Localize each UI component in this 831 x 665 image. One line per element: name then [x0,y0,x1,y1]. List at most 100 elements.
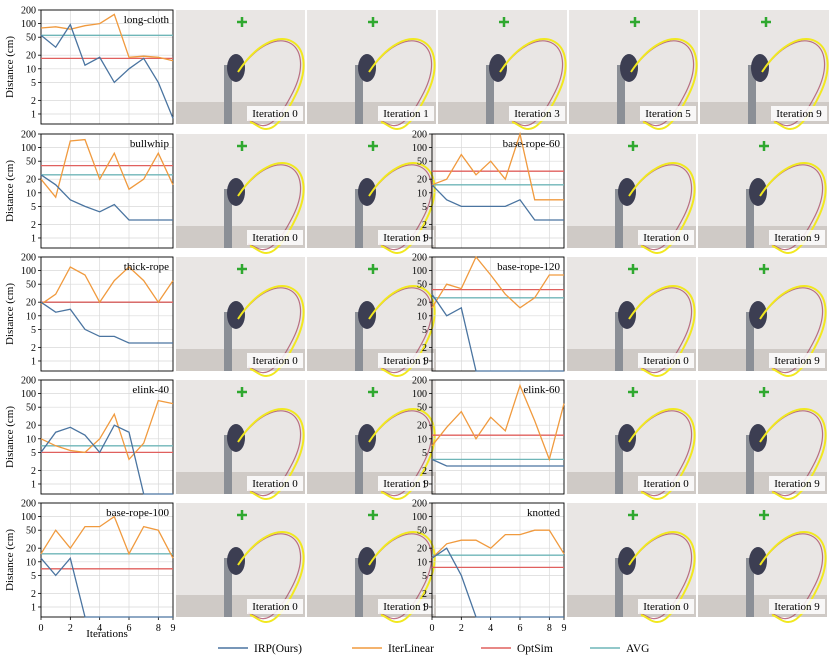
ytick-label: 50 [26,33,36,44]
chart-elink-60: 1 2 5 10 20 50 100 200 elink-60 [412,376,565,495]
series-line [40,266,174,305]
photo-panel: Iteration 0 [567,134,696,254]
y-axis-label: Distance (cm) [4,283,16,345]
rope-outline [368,285,436,377]
ytick-label: 50 [26,280,36,291]
photo-panel: Iteration 0 [176,257,305,377]
robot-wrist [489,54,507,82]
series-line [40,399,174,461]
iteration-label: Iteration 0 [252,601,298,613]
chart-title: base-rope-120 [497,261,560,273]
robot-wrist [618,301,636,329]
photo-panel: Iteration 9 [698,257,827,377]
rope-outline [237,531,305,623]
rope-outline [368,531,436,623]
ytick-label: 1 [422,602,427,613]
chart-knotted: 1 2 5 10 20 50 100 200 0 2 4 6 8 9 knotted [412,499,567,635]
ytick-label: 200 [21,499,36,510]
chart-title: base-rope-100 [106,507,169,519]
iteration-label-bg [247,599,303,614]
ytick-label: 5 [422,448,427,459]
robot-wrist [358,54,376,82]
chart-title: long-cloth [124,14,170,26]
ytick-label: 1 [31,602,36,613]
chart-title: bullwhip [130,138,170,150]
photo-panel: Iteration 3 [438,10,567,130]
xtick-label: 4 [97,623,102,634]
robot-stand [615,435,623,494]
ytick-label: 10 [26,64,36,75]
iteration-label-bg [247,106,303,121]
ytick-label: 1 [422,233,427,244]
robot-stand [615,558,623,617]
xtick-label: 9 [562,623,567,634]
ytick-label: 20 [417,421,427,432]
iteration-label: Iteration 9 [774,232,820,244]
legend-label: OptSim [517,643,553,655]
robot-wrist [751,54,769,82]
iteration-label: Iteration 9 [383,601,429,613]
iteration-label: Iteration 0 [643,478,689,490]
chart-title: knotted [527,507,560,519]
iteration-label-bg [769,599,825,614]
chart-base-rope-100: 1 2 5 10 20 50 100 200 0 2 4 6 8 9 base-rope-100 Distan… [4,499,176,635]
ytick-label: 20 [26,544,36,555]
iteration-label: Iteration 9 [383,355,429,367]
rope-trajectory [759,164,824,251]
robot-stand [746,435,754,494]
rope-outline [237,285,305,377]
iteration-label-bg [640,106,696,121]
rope-trajectory [237,410,302,497]
robot-stand [617,65,625,124]
chart-base-rope-60: 1 2 5 10 20 50 100 200 base-rope-60 [412,130,565,249]
rope-trajectory [630,40,695,127]
photo-panel: Iteration 9 [698,380,827,500]
iteration-label: Iteration 0 [252,232,298,244]
photo-panel: Iteration 0 [176,134,305,254]
chart-title: thick-rope [124,261,169,273]
ytick-label: 10 [26,557,36,568]
ytick-label: 200 [21,6,36,17]
rope-outline [499,38,567,130]
series-line [431,255,564,309]
photo-panel: Iteration 9 [307,134,436,254]
y-axis-label: Distance (cm) [4,406,16,468]
robot-wrist [358,301,376,329]
rope-outline [628,531,696,623]
robot-stand [746,312,754,371]
iteration-label: Iteration 3 [514,108,560,120]
robot-wrist [358,424,376,452]
series-line [40,174,173,221]
photo-panel: Iteration 1 [307,10,436,130]
iteration-label-bg [247,476,303,491]
legend-label: IterLinear [388,643,434,655]
rope-outline [237,38,305,130]
xtick-label: 0 [39,623,44,634]
ytick-label: 10 [26,311,36,322]
iteration-label-bg [769,353,825,368]
robot-stand [355,435,363,494]
robot-wrist [227,178,245,206]
plot-frame [431,133,565,249]
rope-trajectory [368,533,433,620]
rope-trajectory [628,410,693,497]
rope-trajectory [759,533,824,620]
series-line [431,293,564,372]
photo-panel: Iteration 0 [567,380,696,500]
photo-panel: Iteration 0 [176,503,305,623]
photo-panel: Iteration 0 [567,503,696,623]
series-line [431,547,564,618]
iteration-label-bg [378,230,434,245]
ytick-label: 5 [31,448,36,459]
plot-frame [431,379,565,495]
rope-outline [237,162,305,254]
iteration-label-bg [378,476,434,491]
series-line [431,383,565,462]
robot-stand [224,65,232,124]
robot-wrist [620,54,638,82]
y-axis-label: Distance (cm) [4,36,16,98]
photo-panel: Iteration 0 [176,10,305,130]
robot-wrist [227,547,245,575]
rope-outline [759,285,827,377]
